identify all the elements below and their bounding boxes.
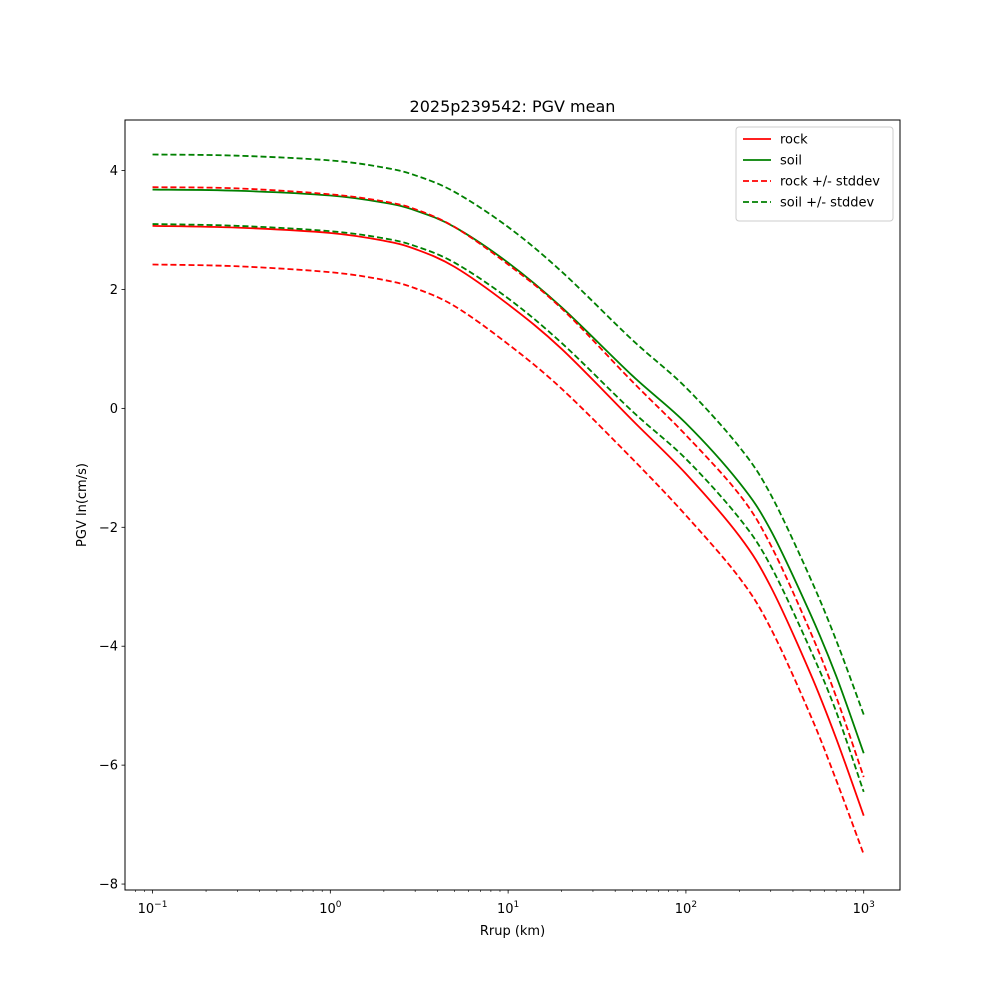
series-line-4 bbox=[152, 263, 865, 855]
series-line-1 bbox=[152, 224, 865, 816]
legend: rock soil rock +/- stddev soil +/- stddev bbox=[735, 126, 894, 222]
chart-title: 2025p239542: PGV mean bbox=[410, 97, 616, 116]
y-tick-label: 0 bbox=[110, 402, 118, 417]
legend-label: rock bbox=[780, 133, 808, 148]
plot-area-frame bbox=[124, 119, 901, 891]
series-line-5 bbox=[152, 153, 865, 715]
x-tick-label: 100 bbox=[319, 900, 342, 917]
y-tick-label: −4 bbox=[99, 640, 118, 655]
series-layer bbox=[152, 153, 865, 855]
x-tick-label: 101 bbox=[497, 900, 519, 917]
legend-label: soil +/- stddev bbox=[780, 196, 875, 211]
y-tick-label: −8 bbox=[99, 878, 118, 893]
y-tick-label: −6 bbox=[99, 759, 118, 774]
y-axis-ticks: 4 2 0 −2 −4 −6 −8 bbox=[99, 164, 125, 893]
x-tick-label: 10−1 bbox=[138, 900, 168, 917]
legend-box bbox=[735, 126, 894, 222]
x-tick-label: 103 bbox=[853, 900, 875, 917]
legend-label: soil bbox=[780, 154, 802, 169]
y-axis-label: PGV ln(cm/s) bbox=[75, 463, 90, 547]
x-axis-label: Rrup (km) bbox=[480, 924, 545, 939]
legend-label: rock +/- stddev bbox=[780, 175, 880, 190]
y-tick-label: −2 bbox=[99, 521, 118, 536]
x-tick-label: 102 bbox=[675, 900, 697, 917]
series-line-6 bbox=[152, 223, 865, 793]
series-line-3 bbox=[152, 186, 865, 778]
y-tick-label: 4 bbox=[110, 164, 118, 179]
series-line-2 bbox=[152, 188, 865, 754]
y-tick-label: 2 bbox=[110, 283, 118, 298]
